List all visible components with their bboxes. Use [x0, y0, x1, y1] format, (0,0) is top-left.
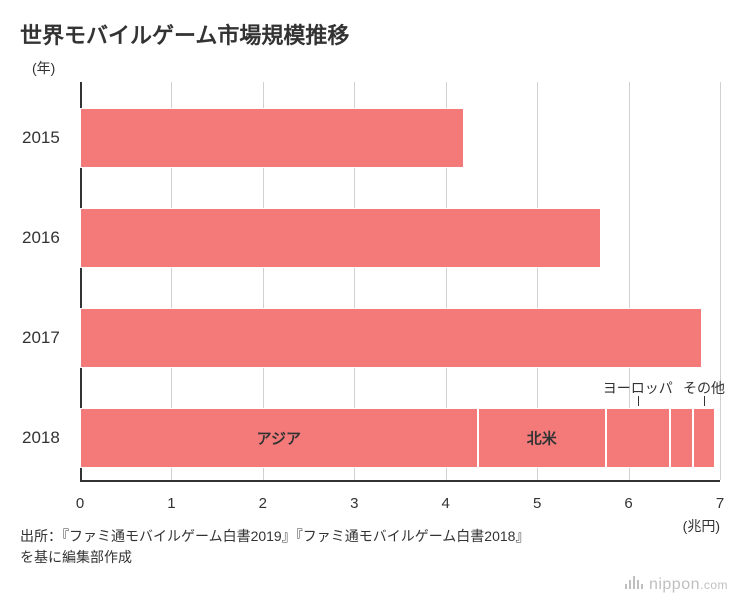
chart-area: 2015201620172018アジア北米ヨーロッパその他 01234567 (… — [80, 82, 720, 512]
segment-callout: ヨーロッパ — [603, 378, 673, 398]
bar-segment: 北米 — [478, 408, 606, 468]
bar-row: 2015 — [80, 102, 720, 174]
x-tick-label: 6 — [624, 495, 632, 512]
x-tick-label: 1 — [167, 495, 175, 512]
year-label: 2015 — [22, 128, 60, 148]
bar-row: 2016 — [80, 202, 720, 274]
x-tick-label: 4 — [442, 495, 450, 512]
x-tick-label: 0 — [76, 495, 84, 512]
segment-label: アジア — [257, 428, 301, 449]
plot-area: 2015201620172018アジア北米ヨーロッパその他 — [80, 82, 720, 482]
segment-label: 北米 — [527, 428, 557, 449]
year-label: 2018 — [22, 428, 60, 448]
source-attribution: 出所：『ファミ通モバイルゲーム白書2019』『ファミ通モバイルゲーム白書2018… — [20, 526, 540, 568]
bar-row: 2018アジア北米ヨーロッパその他 — [80, 402, 720, 474]
x-tick-label: 2 — [259, 495, 267, 512]
x-tick-label: 3 — [350, 495, 358, 512]
chart-title: 世界モバイルゲーム市場規模推移 — [20, 18, 730, 50]
bar-track — [80, 308, 720, 368]
nippon-logo: nippon.com — [625, 575, 728, 594]
bar-segment — [606, 408, 670, 468]
x-axis-ticks: 01234567 — [80, 482, 720, 512]
y-axis-unit: (年) — [32, 58, 730, 78]
callout-line — [638, 396, 639, 406]
bar-row: 2017 — [80, 302, 720, 374]
bar-segment: アジア — [80, 408, 478, 468]
bar-track: アジア 北米 — [80, 408, 720, 468]
bar-segment — [80, 108, 464, 168]
logo-bars-icon — [625, 575, 643, 589]
callout-line — [704, 396, 705, 406]
gridline — [720, 82, 721, 480]
logo-text: nippon.com — [649, 576, 728, 594]
year-label: 2017 — [22, 328, 60, 348]
year-label: 2016 — [22, 228, 60, 248]
x-tick-label: 7 — [716, 495, 724, 512]
bar-segment — [80, 208, 601, 268]
x-axis-unit: (兆円) — [683, 516, 720, 536]
x-tick-label: 5 — [533, 495, 541, 512]
segment-callout: その他 — [683, 378, 725, 398]
bar-track — [80, 108, 720, 168]
bar-segment — [80, 308, 702, 368]
bar-track — [80, 208, 720, 268]
bar-segment — [693, 408, 716, 468]
bar-segment — [670, 408, 693, 468]
